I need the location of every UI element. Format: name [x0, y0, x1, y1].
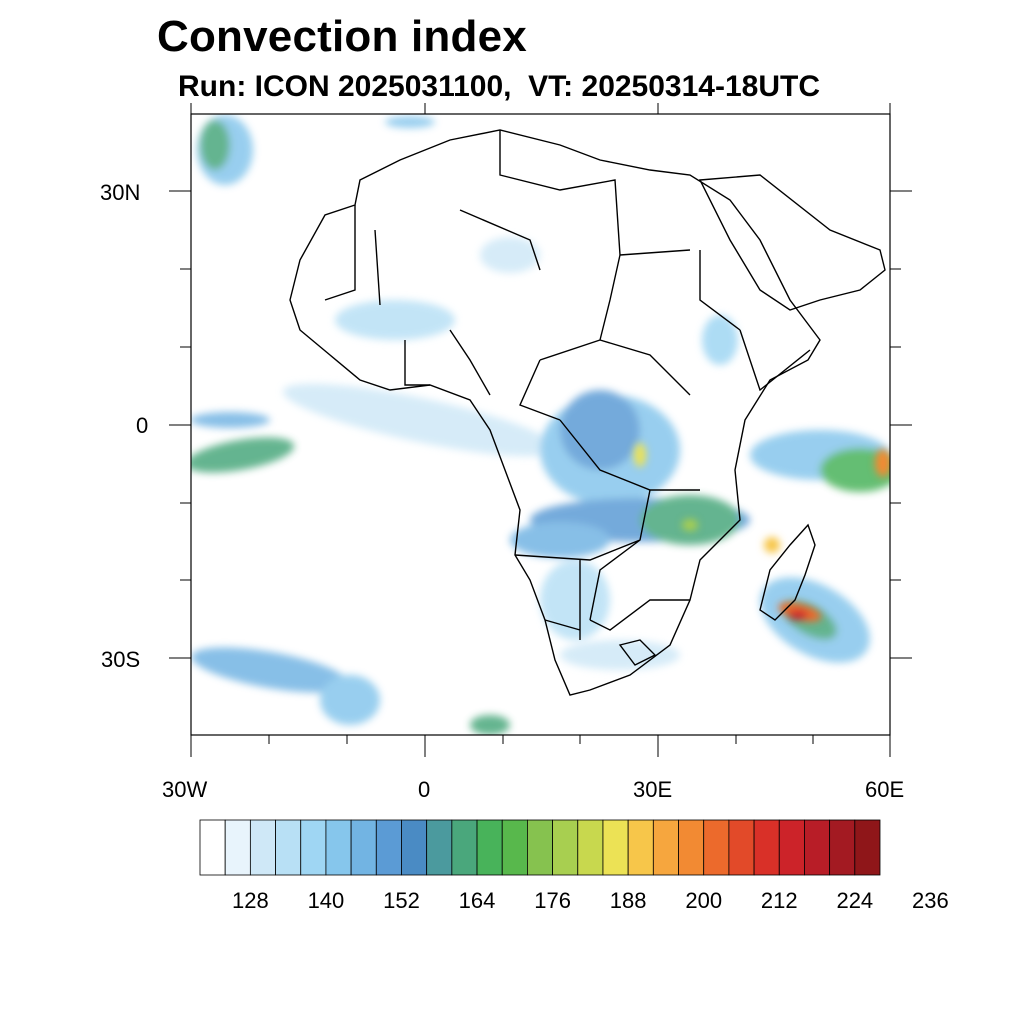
colorbar-tick-label: 200	[685, 888, 723, 913]
colorbar-swatch	[350, 819, 377, 876]
colorbar-tick-label: 224	[836, 888, 874, 913]
coastlines	[289, 129, 886, 696]
colorbar-tick-label: 212	[760, 888, 798, 913]
colorbar-tick-label: 188	[609, 888, 647, 913]
colorbar-swatch	[602, 819, 629, 876]
colorbar-swatch	[804, 819, 831, 876]
colorbar-tick-label: 152	[383, 888, 420, 913]
colorbar-swatch	[527, 819, 553, 876]
colorbar-tick-label: 236	[912, 888, 949, 913]
colorbar-swatch	[401, 819, 428, 876]
lon-label-60e: 60E	[865, 777, 905, 802]
colorbar-swatch	[778, 819, 805, 876]
colorbar-swatch	[199, 819, 226, 876]
colorbar-swatch	[451, 819, 478, 876]
colorbar-swatch	[829, 819, 856, 876]
lat-label-30s: 30S	[101, 647, 141, 672]
colorbar-tick-label: 140	[307, 888, 345, 913]
colorbar-swatch	[224, 819, 251, 876]
colorbar-swatch	[678, 819, 705, 876]
colorbar-swatch	[476, 819, 503, 876]
map-title: Convection index	[157, 12, 527, 61]
colorbar-tick-label: 164	[458, 888, 496, 913]
colorbar-swatch	[249, 819, 276, 876]
colorbar-swatch	[300, 819, 327, 876]
colorbar-swatch	[577, 819, 604, 876]
colorbar-swatch	[627, 819, 654, 876]
colorbar-swatch	[703, 819, 730, 876]
colorbar-tick-label: 176	[534, 888, 571, 913]
colorbar-swatch	[275, 819, 302, 876]
lon-label-30e: 30E	[633, 777, 673, 802]
axis-ticks	[169, 103, 912, 757]
colorbar-swatch	[552, 819, 579, 876]
lon-label-0: 0	[418, 777, 431, 802]
lat-label-0: 0	[136, 413, 149, 438]
colorbar-swatch	[753, 819, 780, 876]
colorbar-swatch	[375, 819, 402, 876]
lat-label-30n: 30N	[100, 180, 141, 205]
colorbar-swatch	[652, 819, 679, 876]
colorbar-swatch	[426, 819, 453, 876]
colorbar	[199, 819, 881, 876]
lon-label-30w: 30W	[162, 777, 208, 802]
colorbar-swatch	[325, 819, 352, 876]
convection-field	[191, 115, 890, 735]
colorbar-swatch	[854, 819, 881, 876]
map-subtitle: Run: ICON 2025031100, VT: 20250314-18UTC	[178, 70, 820, 103]
colorbar-swatch	[728, 819, 755, 876]
colorbar-swatch	[501, 819, 528, 876]
colorbar-tick-label: 128	[232, 888, 269, 913]
